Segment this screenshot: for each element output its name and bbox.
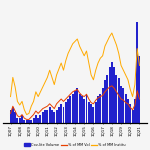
- Bar: [60, 104, 62, 123]
- Bar: [63, 107, 64, 123]
- Bar: [111, 62, 113, 123]
- Bar: [127, 99, 129, 123]
- Bar: [19, 118, 21, 123]
- Bar: [23, 120, 25, 123]
- Bar: [102, 88, 104, 123]
- Bar: [28, 120, 30, 123]
- Bar: [106, 75, 108, 123]
- Bar: [69, 96, 71, 123]
- Bar: [56, 110, 58, 123]
- Bar: [132, 110, 134, 123]
- Bar: [30, 120, 32, 123]
- Bar: [88, 102, 90, 123]
- Bar: [12, 107, 14, 123]
- Legend: Cov-lite Volume, % of MM Vol, % of MM Institu: Cov-lite Volume, % of MM Vol, % of MM In…: [23, 141, 127, 148]
- Bar: [42, 112, 44, 123]
- Bar: [53, 112, 55, 123]
- Bar: [81, 96, 83, 123]
- Bar: [85, 94, 87, 123]
- Bar: [74, 91, 76, 123]
- Bar: [99, 94, 101, 123]
- Bar: [125, 94, 127, 123]
- Bar: [72, 94, 74, 123]
- Bar: [83, 99, 85, 123]
- Bar: [33, 118, 34, 123]
- Bar: [104, 80, 106, 123]
- Bar: [44, 110, 46, 123]
- Bar: [118, 78, 120, 123]
- Bar: [136, 22, 138, 123]
- Bar: [120, 86, 122, 123]
- Bar: [39, 115, 41, 123]
- Bar: [90, 104, 92, 123]
- Bar: [76, 88, 78, 123]
- Bar: [21, 115, 23, 123]
- Bar: [138, 56, 140, 123]
- Bar: [37, 118, 39, 123]
- Bar: [109, 67, 111, 123]
- Bar: [79, 94, 81, 123]
- Bar: [129, 104, 131, 123]
- Bar: [65, 102, 67, 123]
- Bar: [95, 102, 97, 123]
- Bar: [35, 115, 37, 123]
- Bar: [97, 96, 99, 123]
- Bar: [26, 120, 28, 123]
- Bar: [92, 107, 94, 123]
- Bar: [134, 99, 136, 123]
- Bar: [10, 110, 12, 123]
- Bar: [113, 67, 115, 123]
- Bar: [58, 107, 60, 123]
- Bar: [49, 107, 51, 123]
- Bar: [116, 75, 117, 123]
- Bar: [46, 110, 48, 123]
- Bar: [122, 88, 124, 123]
- Bar: [67, 99, 69, 123]
- Bar: [51, 110, 53, 123]
- Bar: [16, 118, 18, 123]
- Bar: [14, 112, 16, 123]
